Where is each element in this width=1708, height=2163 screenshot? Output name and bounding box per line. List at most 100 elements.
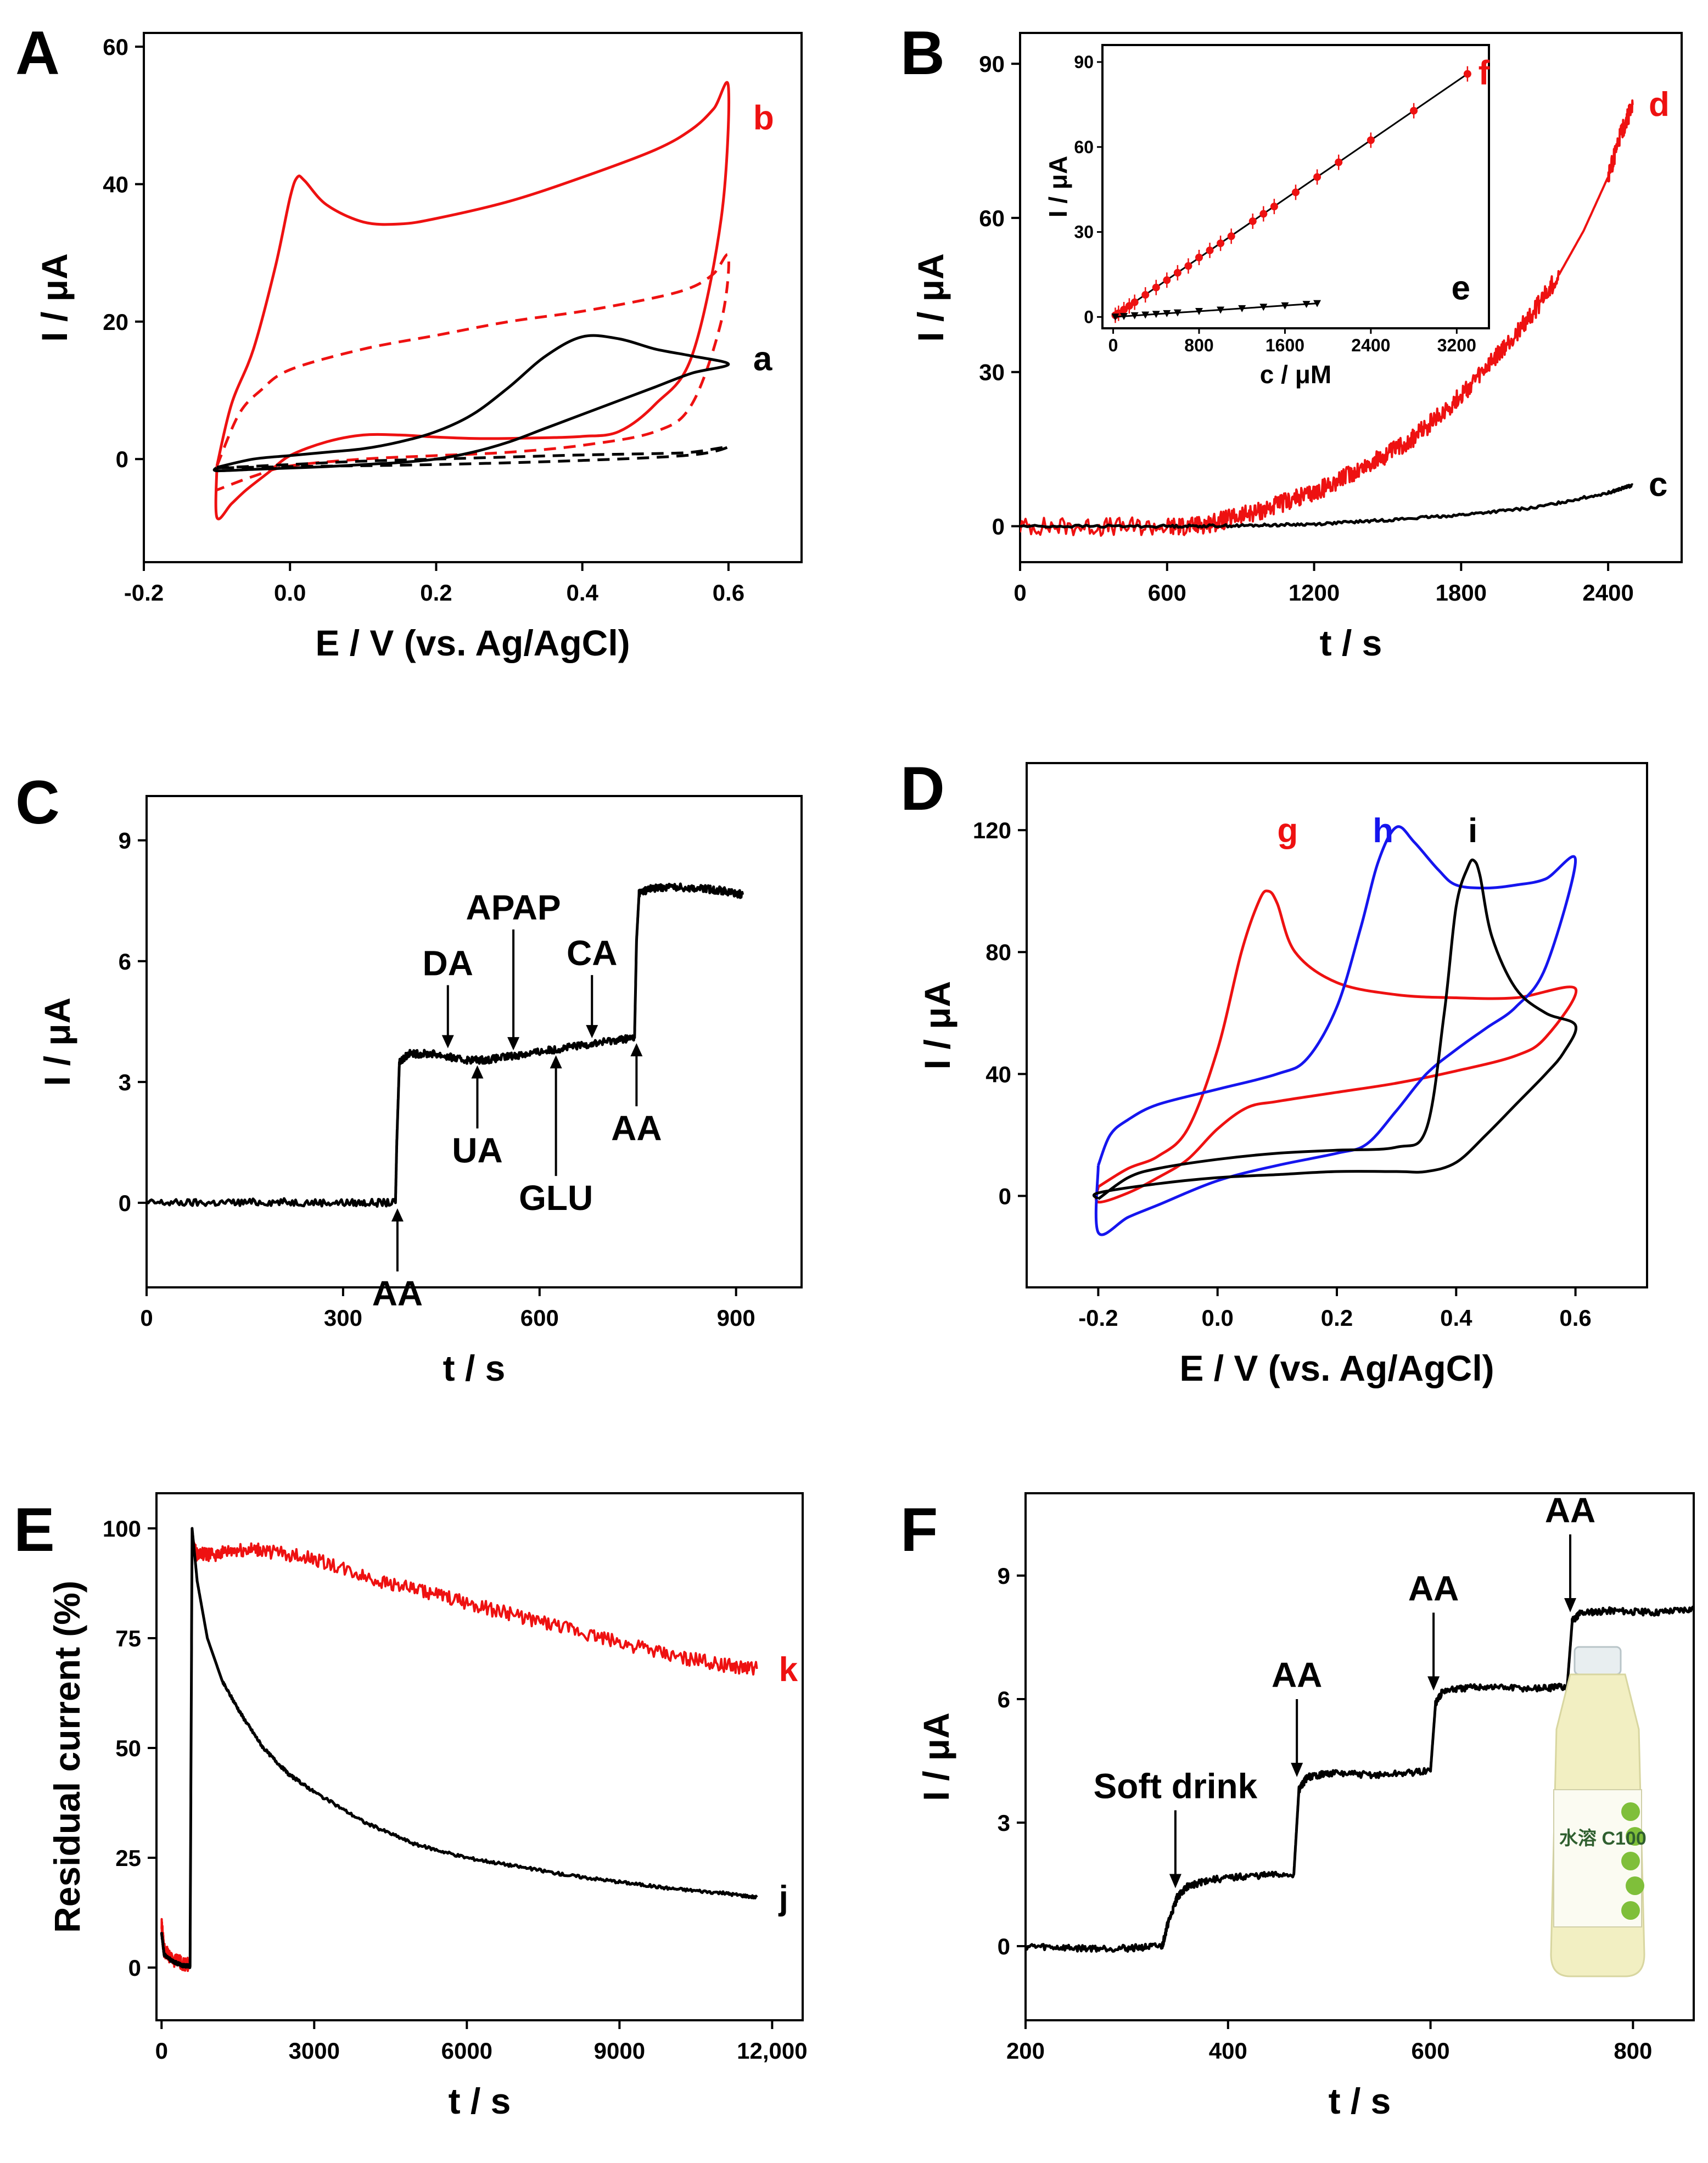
data-point bbox=[1367, 136, 1375, 144]
x-tick-label: 600 bbox=[1148, 580, 1186, 606]
y-tick-label: 0 bbox=[998, 1934, 1010, 1959]
x-tick-label: 600 bbox=[520, 1305, 559, 1331]
curve-label-k: k bbox=[779, 1651, 798, 1689]
arrow-head bbox=[550, 1055, 562, 1069]
series-line bbox=[160, 1527, 758, 1969]
data-point bbox=[1120, 313, 1128, 321]
data-point bbox=[1270, 203, 1278, 211]
data-point bbox=[1141, 291, 1150, 299]
annotation: DA bbox=[423, 944, 473, 1049]
y-tick-label: 60 bbox=[1074, 137, 1094, 157]
y-axis-title: I / μA bbox=[917, 981, 957, 1069]
x-tick-label: 900 bbox=[717, 1305, 755, 1331]
x-tick-label: 6000 bbox=[441, 2038, 492, 2064]
y-tick-label: 0 bbox=[1084, 307, 1094, 327]
plot-frame bbox=[143, 32, 803, 563]
data-point bbox=[1173, 309, 1181, 317]
series-line bbox=[1026, 1605, 1694, 1953]
curve-label-d: d bbox=[1649, 86, 1670, 124]
y-tick-label: 30 bbox=[1074, 222, 1094, 242]
y-axis-title: Residual current (%) bbox=[47, 1581, 87, 1933]
series-line bbox=[215, 253, 730, 491]
y-tick-label: 60 bbox=[979, 205, 1005, 231]
panel-letter: A bbox=[15, 19, 60, 87]
lime-icon bbox=[1621, 1802, 1640, 1821]
data-point bbox=[1292, 188, 1300, 197]
series-b-dashed bbox=[215, 253, 730, 491]
soft-drink-bottle-image: 水溶 C100 bbox=[1550, 1646, 1647, 1977]
x-axis-title: E / V (vs. Ag/AgCl) bbox=[1179, 1348, 1494, 1388]
annotation-label: AA bbox=[1272, 1655, 1322, 1695]
data-point bbox=[1302, 301, 1311, 309]
x-tick-label: 2400 bbox=[1582, 580, 1633, 606]
y-axis-title: I / μA bbox=[37, 998, 77, 1086]
arrow-head bbox=[1169, 1874, 1181, 1889]
series-line bbox=[216, 445, 730, 469]
data-point bbox=[1206, 246, 1214, 255]
data-point bbox=[1120, 305, 1128, 313]
series-line bbox=[1092, 858, 1578, 1201]
x-tick-label: 0.0 bbox=[1201, 1305, 1233, 1331]
y-tick-label: 0 bbox=[119, 1190, 131, 1216]
curve-label-j: j bbox=[779, 1879, 788, 1917]
x-tick-label: 300 bbox=[324, 1305, 362, 1331]
inset-frame bbox=[1101, 44, 1490, 329]
x-tick-label: 800 bbox=[1184, 335, 1213, 355]
y-tick-label: 6 bbox=[119, 949, 131, 974]
y-tick-label: 9 bbox=[119, 828, 131, 854]
x-tick-label: 1600 bbox=[1265, 335, 1304, 355]
panel-letter: C bbox=[15, 768, 60, 837]
panel-b-inset: 0 800 1600 2400 3200 0 30 60 90 c / μM I / μA f e bbox=[1044, 44, 1490, 389]
y-tick-label: 9 bbox=[998, 1563, 1010, 1589]
data-point bbox=[1125, 302, 1133, 310]
series-line bbox=[1094, 889, 1578, 1204]
annotation: AA bbox=[611, 1043, 662, 1148]
plot-frame bbox=[1024, 1492, 1695, 2021]
x-tick-label: 600 bbox=[1412, 2038, 1450, 2064]
series-k bbox=[160, 1540, 758, 1973]
annotation: AA bbox=[1545, 1490, 1595, 1612]
data-point bbox=[1184, 262, 1192, 270]
arrow-head bbox=[1427, 1676, 1440, 1691]
curve-label-a: a bbox=[753, 340, 772, 378]
y-axis-title: I / μA bbox=[916, 1712, 956, 1801]
series-line bbox=[212, 334, 730, 473]
arrow-head bbox=[1291, 1763, 1303, 1777]
lime-icon bbox=[1621, 1852, 1640, 1870]
annotation: APAP bbox=[466, 888, 561, 1051]
x-tick-label: 0 bbox=[1108, 335, 1118, 355]
data-point bbox=[1238, 305, 1246, 312]
panel-letter: F bbox=[900, 1495, 938, 1564]
annotation: UA bbox=[452, 1065, 503, 1170]
y-tick-label: 0 bbox=[128, 1955, 141, 1981]
bottle-cap bbox=[1573, 1646, 1622, 1676]
curve-label-g: g bbox=[1277, 812, 1298, 850]
y-axis-title: I / μA bbox=[1044, 156, 1072, 217]
annotation-label: GLU bbox=[519, 1178, 593, 1218]
y-tick-label: 3 bbox=[119, 1069, 131, 1095]
arrow-head bbox=[630, 1043, 643, 1057]
series-h bbox=[1094, 825, 1577, 1236]
data-point bbox=[1152, 283, 1160, 292]
y-axis-title: I / μA bbox=[910, 253, 951, 341]
annotation-label: UA bbox=[452, 1131, 502, 1170]
curve-label-c: c bbox=[1649, 466, 1667, 504]
y-tick-label: 0 bbox=[992, 513, 1005, 539]
data-point bbox=[1195, 308, 1203, 316]
series-line bbox=[1094, 825, 1577, 1236]
data-point bbox=[1130, 312, 1139, 320]
x-tick-label: 3000 bbox=[289, 2038, 340, 2064]
lime-icon bbox=[1626, 1876, 1644, 1895]
data-point bbox=[1141, 311, 1150, 319]
arrow-head bbox=[507, 1037, 520, 1051]
data-point bbox=[1281, 302, 1289, 310]
panel-e: 0 3000 6000 9000 12,000 0 25 50 75 100 t / s Residu… bbox=[14, 1492, 808, 2121]
arrow-head bbox=[471, 1065, 484, 1079]
series-line bbox=[1020, 483, 1634, 529]
annotation-label: Soft drink bbox=[1094, 1767, 1258, 1806]
x-axis-title: t / s bbox=[443, 1348, 506, 1388]
data-point bbox=[1259, 304, 1268, 311]
data-point bbox=[1163, 310, 1171, 317]
panel-a: -0.2 0.0 0.2 0.4 0.6 0 20 40 60 E / V (vs. Ag/AgC… bbox=[15, 19, 803, 663]
arrow-head bbox=[1564, 1598, 1577, 1612]
